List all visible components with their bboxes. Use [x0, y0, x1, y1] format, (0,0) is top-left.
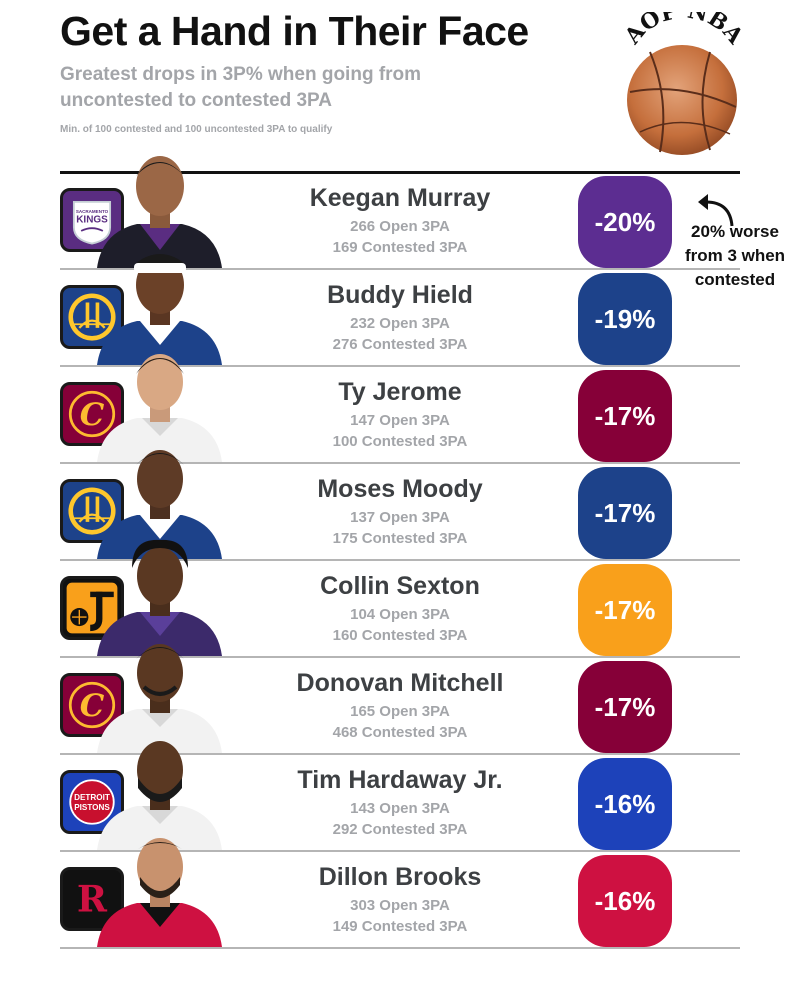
- player-photo: [92, 344, 227, 462]
- player-photo: [92, 247, 227, 365]
- contested-3pa: 100 Contested 3PA: [332, 433, 468, 450]
- contested-3pa: 149 Contested 3PA: [332, 918, 468, 935]
- contested-3pa: 160 Contested 3PA: [332, 627, 468, 644]
- cavaliers-letter: C: [80, 688, 105, 724]
- open-3pa: 104 Open 3PA: [350, 606, 450, 623]
- player-photo: [92, 150, 227, 268]
- player-photo: [92, 732, 227, 850]
- open-3pa: 266 Open 3PA: [350, 218, 450, 235]
- jazz-logo-icon: [60, 576, 124, 640]
- contested-3pa: 175 Contested 3PA: [332, 530, 468, 547]
- contested-3pa: 276 Contested 3PA: [332, 336, 468, 353]
- open-3pa: 143 Open 3PA: [350, 800, 450, 817]
- player-photo: [92, 538, 227, 656]
- contested-3pa: 292 Contested 3PA: [332, 821, 468, 838]
- rockets-letter: R: [77, 878, 108, 921]
- player-photo: [92, 441, 227, 559]
- table-row: Collin Sexton 104 Open 3PA 160 Contested…: [60, 539, 740, 658]
- drop-pill: -16%: [578, 758, 672, 850]
- table-row: SACRAMENTO KINGS Keegan Murray 266 Open …: [60, 156, 740, 270]
- pistons-top-text: DETROIT: [74, 793, 110, 802]
- table-row: Moses Moody 137 Open 3PA 175 Contested 3…: [60, 450, 740, 561]
- table-row: Buddy Hield 232 Open 3PA 276 Contested 3…: [60, 254, 740, 367]
- player-name: Tim Hardaway Jr.: [297, 766, 503, 794]
- player-photo: [92, 829, 227, 947]
- page-subtitle: Greatest drops in 3P% when going from un…: [60, 64, 422, 111]
- cavaliers-letter: C: [80, 397, 105, 433]
- kings-ring-text: SACRAMENTO: [76, 209, 109, 214]
- logo-text: AOP NBA: [619, 0, 749, 50]
- open-3pa: 147 Open 3PA: [350, 412, 450, 429]
- contested-3pa: 468 Contested 3PA: [332, 724, 468, 741]
- qualification-note: Min. of 100 contested and 100 unconteste…: [60, 124, 333, 135]
- aop-nba-logo: AOP NBA: [610, 0, 750, 162]
- player-name: Moses Moody: [317, 475, 483, 503]
- kings-logo-icon: SACRAMENTO KINGS: [60, 188, 124, 252]
- drop-pill: -17%: [578, 370, 672, 462]
- curved-arrow-icon: [698, 194, 734, 227]
- table-row: C Donovan Mitchell 165 Open 3PA 468 Cont…: [60, 644, 740, 755]
- player-list: SACRAMENTO KINGS Keegan Murray 266 Open …: [60, 156, 740, 950]
- top-rule: [60, 171, 740, 174]
- table-row: C Ty Jerome 147 Open 3PA 100 Contested 3…: [60, 354, 740, 464]
- rockets-logo-icon: R: [60, 867, 124, 931]
- open-3pa: 232 Open 3PA: [350, 315, 450, 332]
- annotation-text: 20% worse from 3 when contested: [684, 222, 786, 289]
- drop-pill: -17%: [578, 467, 672, 559]
- drop-pill: -16%: [578, 855, 672, 947]
- kings-text: KINGS: [76, 215, 108, 226]
- drop-pill: -19%: [578, 273, 672, 365]
- player-name: Collin Sexton: [320, 572, 480, 600]
- drop-pill: -20%: [578, 176, 672, 268]
- player-name: Keegan Murray: [309, 184, 491, 212]
- drop-pill: -17%: [578, 564, 672, 656]
- player-name: Buddy Hield: [327, 281, 473, 309]
- player-photo: [92, 635, 227, 753]
- table-row: DETROIT PISTONS Tim Hardaway Jr. 143 Ope…: [60, 741, 740, 852]
- page-title: Get a Hand in Their Face: [60, 8, 529, 54]
- player-name: Ty Jerome: [338, 378, 462, 406]
- pistons-bottom-text: PISTONS: [74, 803, 110, 812]
- player-name: Donovan Mitchell: [296, 669, 504, 697]
- contested-3pa: 169 Contested 3PA: [332, 239, 468, 256]
- table-row: R Dillon Brooks 303 Open 3PA 149 Contest…: [60, 838, 740, 949]
- open-3pa: 303 Open 3PA: [350, 897, 450, 914]
- svg-text:AOP NBA: AOP NBA: [619, 12, 749, 50]
- player-name: Dillon Brooks: [318, 863, 482, 891]
- open-3pa: 165 Open 3PA: [350, 703, 450, 720]
- drop-pill: -17%: [578, 661, 672, 753]
- open-3pa: 137 Open 3PA: [350, 509, 450, 526]
